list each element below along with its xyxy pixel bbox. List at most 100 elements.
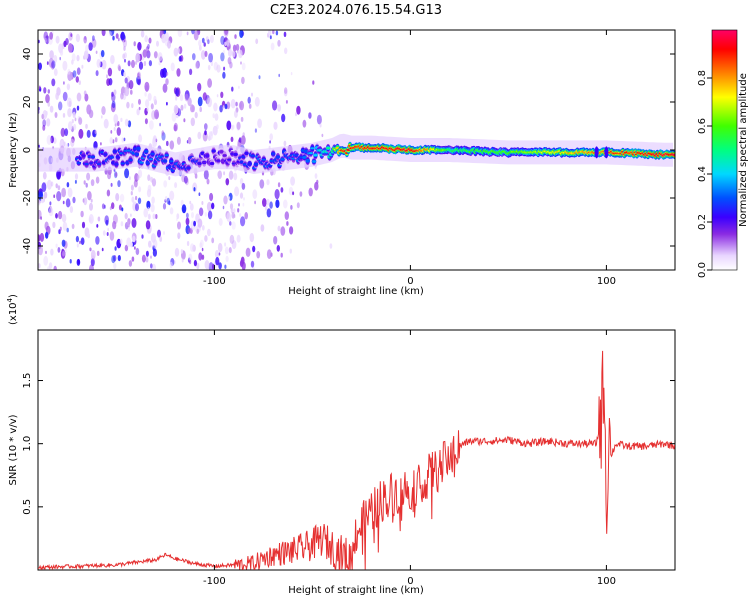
noise-speckle [106, 232, 109, 236]
ridge-blob [672, 153, 675, 156]
noise-speckle [236, 121, 241, 131]
noise-speckle [283, 140, 287, 147]
noise-speckle [224, 246, 229, 255]
snr-ytick-label: 1.5 [22, 373, 33, 389]
ridge-blob [200, 152, 205, 155]
noise-speckle [112, 220, 117, 230]
noise-speckle [286, 221, 289, 226]
noise-speckle [144, 35, 148, 43]
noise-speckle [74, 173, 79, 180]
noise-speckle [201, 201, 204, 205]
noise-speckle [57, 185, 61, 191]
noise-speckle [223, 66, 226, 71]
noise-speckle [266, 208, 272, 218]
noise-speckle [67, 68, 71, 75]
noise-speckle [207, 210, 213, 220]
noise-speckle [145, 256, 149, 263]
noise-speckle [116, 121, 120, 127]
noise-speckle [136, 108, 140, 116]
noise-speckle [184, 93, 189, 102]
noise-speckle [205, 36, 209, 42]
noise-speckle [191, 212, 194, 219]
noise-speckle [130, 191, 133, 196]
noise-speckle [68, 121, 73, 131]
noise-speckle [259, 179, 265, 189]
snr-line-path [38, 350, 675, 570]
noise-speckle [130, 89, 133, 95]
noise-speckle [163, 180, 168, 188]
noise-speckle [188, 253, 193, 262]
noise-speckle [211, 237, 215, 244]
noise-speckle [284, 47, 288, 55]
noise-speckle [168, 176, 171, 181]
noise-speckle [211, 202, 215, 210]
noise-speckle [169, 261, 173, 269]
ridge-blob [247, 162, 252, 165]
colorbar-gradient [711, 29, 738, 271]
noise-speckle [204, 123, 208, 131]
ridge-blob [136, 147, 141, 150]
noise-speckle [87, 233, 90, 239]
noise-speckle [198, 39, 202, 47]
noise-speckle [176, 68, 181, 77]
noise-speckle [216, 94, 219, 98]
noise-speckle [226, 120, 232, 131]
noise-speckle [200, 239, 204, 248]
noise-speckle [109, 231, 115, 241]
noise-speckle [120, 221, 124, 227]
noise-speckle [191, 30, 195, 35]
noise-speckle [159, 122, 162, 127]
noise-speckle [278, 73, 281, 78]
noise-speckle [183, 118, 186, 123]
noise-speckle [79, 131, 81, 136]
ridge-blob [233, 153, 238, 156]
noise-speckle [55, 213, 58, 219]
noise-speckle [111, 255, 116, 264]
noise-speckle [58, 210, 63, 220]
noise-speckle [225, 178, 230, 186]
noise-speckle [132, 235, 136, 243]
noise-speckle [135, 52, 141, 63]
noise-speckle [111, 202, 115, 210]
noise-speckle [83, 50, 89, 60]
noise-speckle [229, 234, 235, 244]
noise-speckle [203, 42, 206, 47]
snr-series-line [38, 350, 675, 570]
noise-speckle [266, 249, 272, 259]
noise-speckle [276, 245, 280, 252]
noise-speckle [130, 184, 134, 191]
noise-speckle [113, 127, 116, 131]
noise-speckle [242, 202, 245, 207]
noise-speckle [38, 245, 43, 256]
spectrogram-ytick-label: -20 [22, 190, 33, 206]
noise-speckle [207, 228, 211, 237]
noise-speckle [214, 250, 220, 259]
noise-speckle [113, 89, 117, 96]
spectrogram-ytick-label: 20 [22, 96, 33, 109]
noise-speckle [230, 208, 234, 214]
noise-speckle [225, 255, 229, 262]
noise-speckle [50, 181, 54, 187]
noise-speckle [198, 252, 203, 261]
noise-speckle [177, 30, 183, 38]
noise-speckle [207, 64, 211, 71]
spectrogram-panel: -100 0 100 -40 -20 0 20 40 Height of straight l… [8, 29, 676, 297]
noise-speckle [59, 226, 62, 231]
colorbar-tick-label: 0.4 [697, 166, 708, 182]
noise-speckle [113, 262, 117, 270]
noise-speckle [266, 198, 270, 206]
noise-speckle [137, 41, 142, 51]
noise-speckle [150, 203, 155, 213]
noise-speckle [55, 243, 58, 248]
noise-speckle [165, 78, 169, 86]
noise-speckle [59, 56, 61, 61]
colorbar: 0.0 0.2 0.4 0.6 0.8 Normalized spectral ampl… [697, 29, 749, 278]
noise-speckle [224, 41, 227, 46]
noise-speckle [107, 67, 113, 77]
noise-speckle [274, 189, 280, 200]
noise-speckle [78, 80, 82, 85]
noise-speckle [124, 118, 129, 127]
noise-speckle [151, 263, 156, 270]
noise-speckle [54, 112, 58, 118]
noise-speckle [85, 44, 89, 53]
